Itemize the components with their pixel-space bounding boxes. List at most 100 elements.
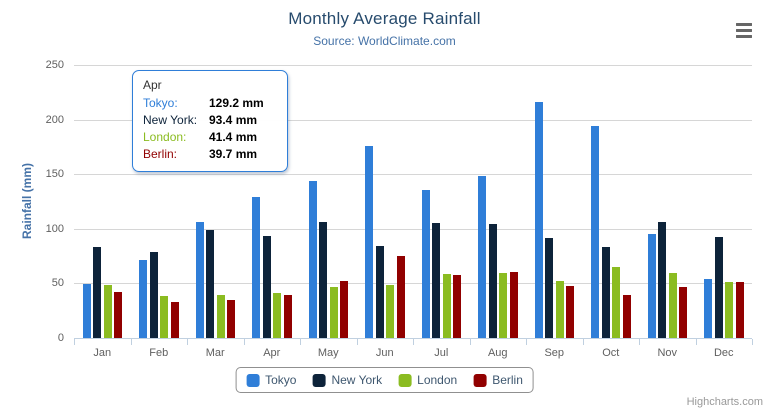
hamburger-icon[interactable] (736, 23, 752, 38)
bar-tokyo-feb[interactable] (139, 259, 147, 338)
bar-berlin-mar[interactable] (227, 300, 235, 338)
bar-new-york-nov[interactable] (658, 221, 666, 338)
y-axis-label: 150 (45, 168, 64, 181)
bar-berlin-jun[interactable] (396, 255, 405, 338)
bar-london-may[interactable] (329, 286, 338, 338)
credits-link[interactable]: Highcharts.com (686, 396, 763, 408)
bar-london-sep[interactable] (555, 280, 564, 338)
bar-tokyo-jul[interactable] (421, 189, 430, 338)
bar-berlin-sep[interactable] (566, 286, 574, 338)
bar-tokyo-oct[interactable] (591, 126, 599, 338)
tooltip: Apr Tokyo: 129.2 mm New York: 93.4 mm London… (132, 70, 288, 172)
plot-area (74, 65, 753, 345)
bar-new-york-apr[interactable] (262, 236, 271, 338)
bar-tokyo-sep[interactable] (534, 101, 543, 338)
legend-label: Berlin (492, 373, 523, 387)
tooltip-value: 41.4 mm (209, 130, 258, 144)
grid-line (74, 228, 752, 230)
bar-london-nov[interactable] (668, 273, 677, 338)
x-axis-tick (639, 339, 640, 345)
bar-new-york-oct[interactable] (601, 246, 610, 338)
bar-tokyo-apr[interactable] (252, 196, 260, 338)
x-axis-category-label: Sep (544, 347, 565, 359)
bar-new-york-mar[interactable] (206, 230, 214, 338)
bar-new-york-may[interactable] (319, 222, 327, 338)
x-axis-category-label: Jan (93, 347, 112, 359)
legend-item-london[interactable]: London (398, 373, 457, 387)
bar-berlin-feb[interactable] (170, 301, 179, 338)
bar-berlin-oct[interactable] (622, 295, 631, 338)
bar-tokyo-jan[interactable] (82, 283, 91, 338)
bar-new-york-aug[interactable] (488, 224, 497, 338)
bar-london-jul[interactable] (442, 273, 451, 338)
x-axis-tick (413, 339, 414, 345)
bar-berlin-may[interactable] (340, 280, 348, 338)
tooltip-row: Tokyo: 129.2 mm (143, 95, 277, 112)
bar-new-york-sep[interactable] (545, 238, 553, 338)
legend-item-berlin[interactable]: Berlin (473, 373, 523, 387)
x-axis-category-label: Feb (149, 347, 169, 359)
bar-london-mar[interactable] (216, 295, 225, 338)
y-axis-label: 0 (57, 332, 64, 344)
legend-label: Tokyo (265, 373, 297, 387)
bar-tokyo-mar[interactable] (195, 221, 204, 338)
bar-berlin-dec[interactable] (735, 282, 744, 338)
bar-new-york-jun[interactable] (375, 245, 384, 338)
bar-tokyo-may[interactable] (308, 180, 317, 338)
legend-swatch (312, 373, 326, 387)
x-axis-category-label: Dec (713, 347, 734, 359)
bar-berlin-nov[interactable] (679, 286, 687, 338)
bar-tokyo-jun[interactable] (365, 145, 373, 338)
bar-tokyo-aug[interactable] (478, 175, 486, 338)
legend-label: London (417, 373, 458, 387)
tooltip-row: New York: 93.4 mm (143, 112, 277, 129)
bar-new-york-jan[interactable] (93, 246, 101, 338)
tooltip-row: London: 41.4 mm (143, 129, 277, 146)
bar-london-feb[interactable] (160, 295, 168, 338)
x-axis-category-label: Oct (602, 347, 620, 359)
legend-swatch (398, 373, 412, 387)
y-axis-label: 200 (45, 113, 64, 126)
bar-berlin-apr[interactable] (283, 294, 292, 338)
tooltip-series-name: Berlin: (143, 147, 178, 161)
bar-berlin-jan[interactable] (114, 291, 122, 338)
x-axis-category-label: Nov (657, 347, 678, 359)
x-axis-tick (752, 339, 753, 345)
grid-line (74, 65, 752, 66)
x-axis-tick (300, 339, 301, 345)
x-axis-category-label: May (317, 347, 339, 359)
x-axis-tick (582, 339, 584, 345)
tooltip-series-name: London: (143, 130, 187, 144)
chart-title: Monthly Average Rainfall (288, 9, 481, 28)
x-axis-tick (74, 339, 75, 345)
hamburger-bar (736, 23, 752, 26)
bar-new-york-feb[interactable] (149, 251, 158, 338)
tooltip-value: 93.4 mm (209, 113, 258, 127)
legend-swatch (246, 373, 260, 387)
bar-london-jun[interactable] (386, 285, 394, 338)
bar-berlin-jul[interactable] (453, 275, 461, 338)
legend: Tokyo New York London Berlin (235, 367, 534, 393)
x-axis-category-label: Mar (205, 347, 225, 359)
legend-item-tokyo[interactable]: Tokyo (246, 373, 296, 387)
x-axis-category-label: Aug (487, 347, 508, 359)
x-axis-tick (187, 339, 188, 345)
bar-new-york-dec[interactable] (714, 237, 723, 338)
legend-swatch (473, 373, 487, 387)
bar-london-dec[interactable] (725, 282, 733, 338)
tooltip-value: 129.2 mm (209, 96, 264, 110)
bar-berlin-aug[interactable] (509, 272, 518, 338)
bar-london-oct[interactable] (612, 266, 620, 338)
x-axis-tick (243, 339, 245, 345)
x-axis-tick (130, 339, 132, 345)
bar-new-york-jul[interactable] (432, 223, 440, 338)
tooltip-value: 39.7 mm (209, 147, 258, 161)
bar-tokyo-nov[interactable] (647, 233, 656, 338)
bar-london-jan[interactable] (103, 284, 112, 338)
legend-item-new-york[interactable]: New York (312, 373, 382, 387)
bar-london-aug[interactable] (499, 272, 507, 338)
grid-line (74, 283, 752, 285)
bar-tokyo-dec[interactable] (704, 278, 712, 338)
bar-london-apr[interactable] (273, 292, 281, 338)
